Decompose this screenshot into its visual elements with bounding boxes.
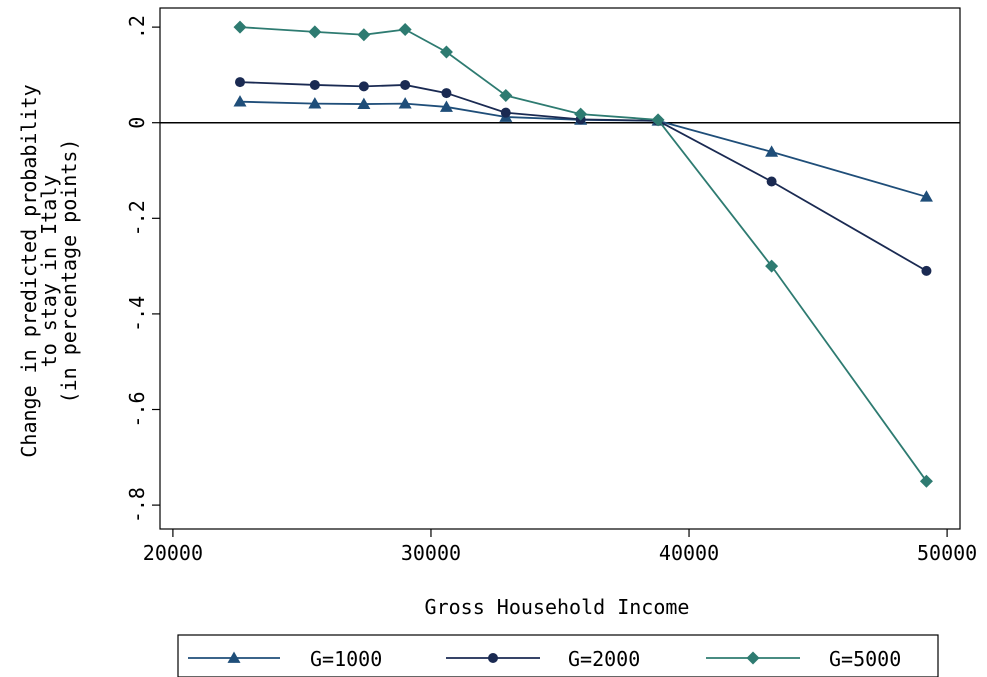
- y-tick-label: 0: [125, 117, 149, 129]
- data-point-G=2000: [358, 81, 369, 92]
- data-point-G=5000: [574, 107, 588, 121]
- data-point-G=1000: [439, 100, 453, 112]
- legend-label-g2000: G=2000: [568, 647, 640, 671]
- data-point-G=5000: [233, 20, 247, 34]
- x-axis: 20000 30000 40000 50000: [143, 529, 977, 565]
- series-layer: [233, 20, 933, 488]
- data-point-G=5000: [651, 113, 665, 127]
- x-tick-label: 30000: [401, 541, 461, 565]
- data-point-G=2000: [309, 79, 320, 90]
- data-point-G=1000: [233, 95, 247, 107]
- plot-frame: [159, 7, 961, 530]
- legend: G=1000 G=2000 G=5000: [177, 634, 939, 677]
- x-tick-label: 50000: [917, 541, 977, 565]
- data-point-G=5000: [439, 45, 453, 59]
- data-point-G=5000: [919, 474, 933, 488]
- series-line-G=5000: [239, 26, 928, 482]
- y-axis-title-line-3: (in percentage points): [57, 139, 81, 404]
- x-tick-label: 40000: [659, 541, 719, 565]
- data-point-G=5000: [398, 23, 412, 37]
- legend-key-marker-G=2000: [488, 653, 498, 663]
- y-axis: .2 0 -.2 -.4 -.6 -.8: [125, 15, 160, 523]
- x-tick-label: 20000: [143, 541, 203, 565]
- legend-key-marker-G=5000: [746, 651, 760, 665]
- legend-label-g1000: G=1000: [310, 647, 382, 671]
- data-point-G=1000: [919, 190, 933, 202]
- data-point-G=5000: [357, 28, 371, 42]
- y-axis-title-line-2: to stay in Italy: [37, 175, 61, 368]
- x-axis-title: Gross Household Income: [425, 595, 690, 619]
- data-point-G=2000: [441, 88, 452, 99]
- legend-key-marker-G=1000: [227, 651, 241, 663]
- plot-area-border: [159, 7, 961, 530]
- data-point-G=2000: [921, 265, 932, 276]
- y-axis-title-line-1: Change in predicted probability: [17, 84, 41, 457]
- y-tick-label: .2: [125, 15, 149, 39]
- data-point-G=5000: [308, 25, 322, 39]
- data-point-G=5000: [765, 259, 779, 273]
- y-axis-title: Change in predicted probability to stay …: [17, 84, 81, 457]
- series-line-G=1000: [239, 100, 927, 198]
- y-tick-label: -.8: [125, 487, 149, 523]
- data-point-G=2000: [500, 107, 511, 118]
- data-point-G=1000: [765, 145, 779, 157]
- y-tick-label: -.4: [125, 296, 149, 332]
- data-point-G=2000: [235, 77, 245, 88]
- legend-label-g5000: G=5000: [829, 647, 901, 671]
- data-point-G=2000: [400, 79, 411, 90]
- data-point-G=1000: [308, 97, 322, 109]
- data-point-G=5000: [499, 88, 513, 102]
- series-line-G=2000: [239, 81, 927, 272]
- data-point-G=2000: [766, 176, 777, 187]
- legend-box: [177, 634, 939, 677]
- y-tick-label: -.2: [125, 200, 149, 236]
- data-point-G=1000: [357, 97, 371, 109]
- y-tick-label: -.6: [125, 391, 149, 427]
- data-point-G=1000: [398, 97, 412, 109]
